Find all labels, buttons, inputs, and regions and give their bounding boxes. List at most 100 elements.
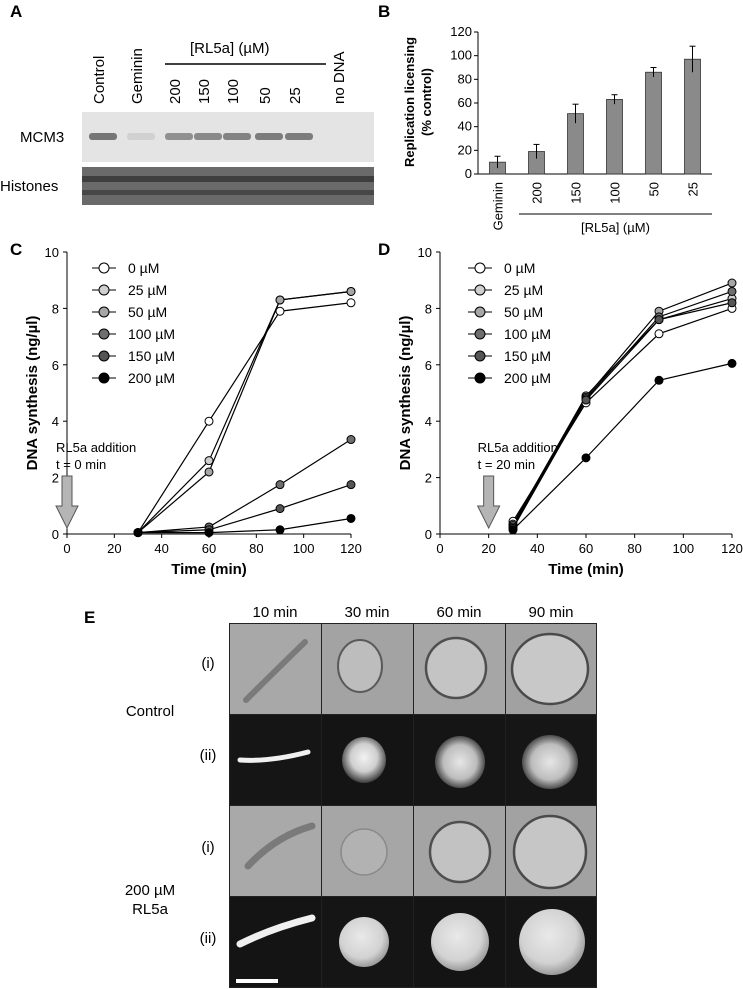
rl5a-dapi-60min-nucleus [431, 913, 489, 971]
x-tick-label: 60 [202, 541, 216, 556]
rl5a-phase-90min-nucleus [512, 814, 588, 890]
mcm3-band [255, 133, 283, 140]
rl5a-phase-10min [230, 806, 321, 896]
y-tick-label: 80 [458, 71, 472, 86]
data-point [204, 467, 214, 477]
legend-marker [474, 372, 486, 384]
category-label: 50 [647, 182, 662, 196]
addition-arrow [476, 475, 501, 530]
x-tick-label: 20 [107, 541, 121, 556]
data-point [346, 298, 356, 308]
data-point [204, 456, 214, 466]
data-point [508, 525, 518, 535]
annotation-text: t = 20 min [478, 457, 535, 472]
time-label: 30 min [344, 604, 389, 621]
legend-marker [98, 262, 110, 274]
x-tick-label: 60 [579, 541, 593, 556]
y-tick-label: 4 [425, 414, 432, 429]
lane-label: Geminin [129, 48, 146, 104]
y-tick-label: 120 [450, 24, 472, 39]
time-label: 90 min [528, 604, 573, 621]
row-label: (i) [201, 839, 214, 856]
x-axis-label: Time (min) [171, 561, 247, 578]
series-line [137, 290, 352, 534]
row-label: (i) [201, 655, 214, 672]
mcm3-row-label: MCM3 [20, 129, 64, 146]
bar [645, 71, 662, 175]
data-point [275, 306, 285, 316]
control-dapi-30min-nucleus [342, 737, 386, 783]
series-line [512, 362, 733, 531]
time-label: 60 min [436, 604, 481, 621]
series-line [137, 302, 352, 533]
lane-label: 100 [225, 79, 242, 104]
lane-label: 150 [196, 79, 213, 104]
series-line [512, 290, 733, 528]
legend-marker [98, 372, 110, 384]
annotation-text: t = 0 min [56, 457, 106, 472]
y-tick-label: 6 [425, 358, 432, 373]
y-tick-label: 0 [425, 527, 432, 542]
y-tick-label: 100 [450, 48, 472, 63]
legend-label: 100 µM [128, 326, 175, 342]
data-point [581, 395, 591, 405]
rl5a-phase-10min-sperm [244, 822, 316, 870]
data-point [654, 329, 664, 339]
y-tick-label: 2 [425, 471, 432, 486]
lane-label: 200 [167, 79, 184, 104]
series-line [138, 517, 352, 534]
rl5a-phase-60min-nucleus [428, 820, 492, 884]
group-label: [RL5a] (µM) [581, 220, 650, 235]
x-tick-label: 0 [63, 541, 70, 556]
legend-label: 50 µM [504, 304, 543, 320]
licensing-bar-chart: 0 20 40 60 80 100 120 Geminin 200 150 100 50 25 [RL5a… [402, 24, 712, 235]
histones-row-label: Histones [0, 178, 58, 195]
scale-bar [236, 979, 278, 983]
legend-label: 150 µM [128, 348, 175, 364]
lane-label: 25 [287, 87, 304, 104]
mcm3-band [165, 133, 193, 140]
legend-marker [474, 350, 486, 362]
control-phase-30min-nucleus [337, 639, 383, 693]
y-axis-label: DNA synthesis (ng/µl) [397, 316, 414, 471]
y-tick-label: 10 [45, 245, 59, 260]
x-tick-label: 0 [436, 541, 443, 556]
mcm3-band [127, 133, 155, 140]
histones-band-upper [82, 176, 374, 182]
legend-marker [474, 328, 486, 340]
histones-blot-strip [82, 167, 374, 205]
y-axis-label: Replication licensing [402, 37, 417, 167]
data-point [275, 504, 285, 514]
category-label: Geminin [491, 182, 506, 230]
x-tick-label: 100 [293, 541, 315, 556]
data-point [581, 453, 591, 463]
legend-marker [474, 306, 486, 318]
data-point [346, 435, 356, 445]
control-phase-60min-nucleus [424, 636, 488, 700]
panel-letter-a: A [10, 2, 22, 21]
legend-marker [98, 328, 110, 340]
panel-letter-d: D [378, 240, 390, 259]
legend-label: 0 µM [504, 260, 535, 276]
data-point [346, 286, 356, 296]
data-point [275, 525, 285, 535]
bar [606, 99, 623, 175]
condition-label: RL5a [132, 901, 169, 918]
legend-label: 50 µM [128, 304, 167, 320]
legend-label: 200 µM [504, 370, 551, 386]
x-tick-label: 20 [481, 541, 495, 556]
y-tick-label: 10 [418, 245, 432, 260]
legend-label: 150 µM [504, 348, 551, 364]
legend-label: 200 µM [128, 370, 175, 386]
category-label: 150 [569, 182, 584, 204]
legend-label: 0 µM [128, 260, 159, 276]
condition-label: 200 µM [125, 882, 175, 899]
rl5a-phase-30min-nucleus [340, 828, 388, 876]
y-tick-label: 40 [458, 119, 472, 134]
data-point [727, 286, 737, 296]
x-tick-label: 40 [154, 541, 168, 556]
y-tick-label: 60 [458, 95, 472, 110]
x-axis-label: Time (min) [548, 561, 624, 578]
